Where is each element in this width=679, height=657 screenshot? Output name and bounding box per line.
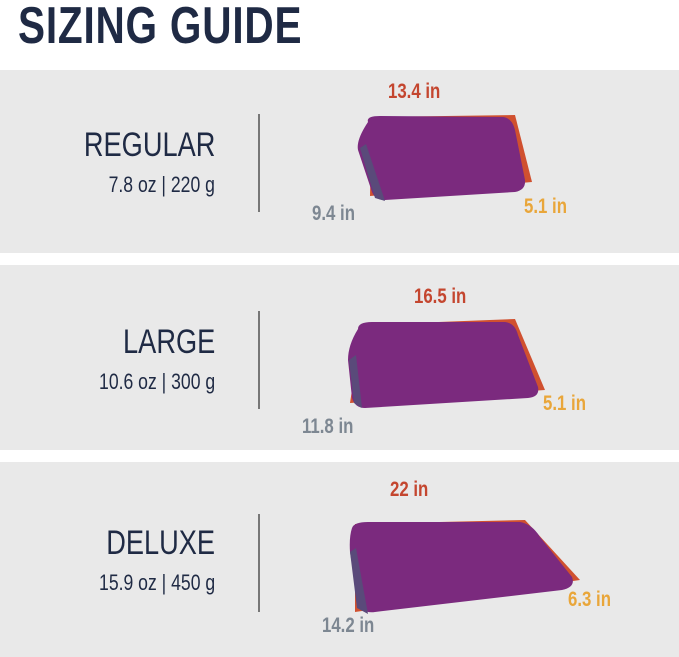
size-name: LARGE: [122, 323, 215, 361]
depth-label: 5.1 in: [543, 392, 586, 415]
size-weight: 10.6 oz | 300 g: [98, 369, 215, 394]
width-label: 9.4 in: [312, 202, 355, 225]
divider: [258, 311, 260, 409]
depth-label: 5.1 in: [524, 195, 567, 218]
length-label: 16.5 in: [414, 285, 467, 308]
size-name: DELUXE: [106, 524, 215, 562]
divider: [258, 514, 260, 612]
pillow-image: [348, 319, 545, 408]
size-name: REGULAR: [83, 126, 216, 164]
size-weight: 7.8 oz | 220 g: [108, 172, 215, 197]
pillow-image: [357, 115, 532, 201]
width-label: 11.8 in: [302, 415, 354, 438]
depth-label: 6.3 in: [568, 588, 611, 611]
size-weight: 15.9 oz | 450 g: [98, 570, 215, 595]
size-panel-deluxe: DELUXE 15.9 oz | 450 g 22 in 14.2 in 6.3…: [0, 462, 679, 657]
width-label: 14.2 in: [322, 614, 375, 637]
divider: [258, 114, 260, 212]
page-title: SIZING GUIDE: [18, 0, 303, 55]
length-label: 13.4 in: [388, 80, 441, 103]
length-label: 22 in: [390, 478, 429, 501]
size-panel-regular: REGULAR 7.8 oz | 220 g 13.4 in 9.4 in 5.…: [0, 70, 679, 253]
size-panel-large: LARGE 10.6 oz | 300 g 16.5 in 11.8 in 5.…: [0, 265, 679, 450]
pillow-image: [349, 520, 580, 614]
